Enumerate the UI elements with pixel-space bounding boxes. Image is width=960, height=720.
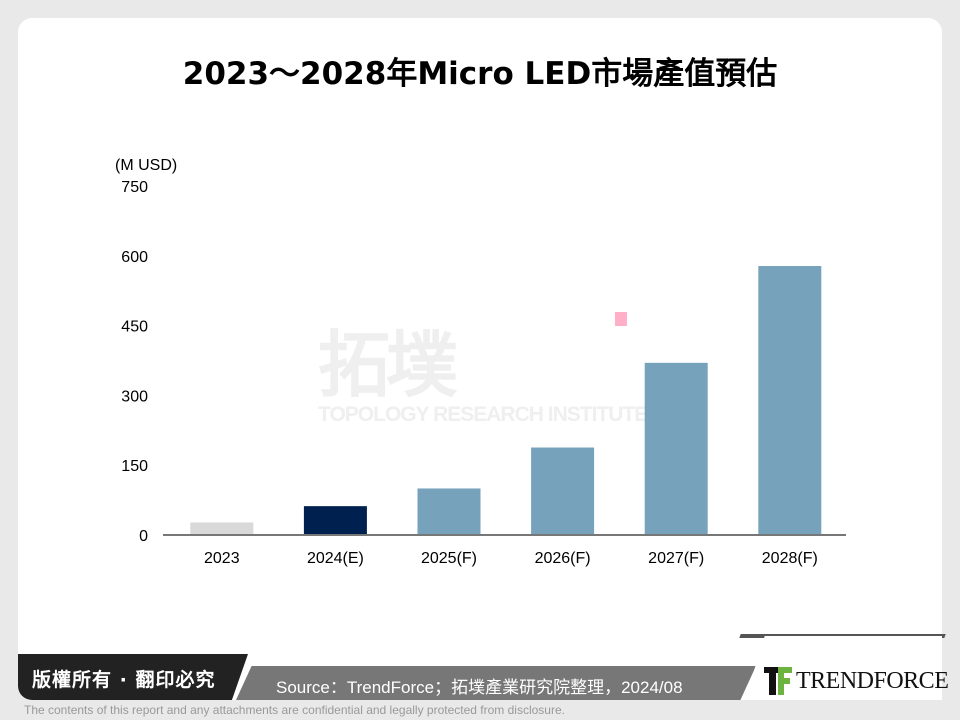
y-tick-label: 750 [121,179,148,196]
x-tick-label: 2027(F) [648,550,704,567]
trendforce-logo-text: TRENDFORCE [796,668,949,694]
bar-2024(E) [303,506,367,535]
y-tick-label: 0 [139,528,148,545]
x-tick-label: 2028(F) [762,550,818,567]
trendforce-logo-icon [764,667,792,695]
source-text: Source：TrendForce；拓墣產業研究院整理，2024/08 [276,678,683,697]
bar-2023 [190,522,254,535]
bar-2027(F) [644,362,708,535]
x-tick-label: 2024(E) [307,550,364,567]
chart-title: 2023～2028年Micro LED市場產值預估 [182,56,778,92]
copyright-text: 版權所有 · 翻印必究 [32,669,216,691]
bar-2026(F) [531,447,595,535]
x-tick-label: 2025(F) [421,550,477,567]
source-banner: Source：TrendForce；拓墣產業研究院整理，2024/08 [236,666,756,700]
disclaimer: The contents of this report and any atta… [24,703,565,717]
x-tick-label: 2023 [204,550,240,567]
x-tick-label: 2026(F) [535,550,591,567]
bar-2028(F) [758,266,822,535]
copyright-banner: 版權所有 · 翻印必究 [18,654,248,700]
bar-chart: (M USD) 0 150 300 450 600 750 2023 2024(E) 2025… [115,157,846,567]
y-axis-unit: (M USD) [115,157,177,174]
y-tick-label: 600 [121,249,148,266]
y-tick-label: 300 [121,388,148,405]
bar-2025(F) [417,488,481,535]
y-tick-label: 450 [121,319,148,336]
y-tick-label: 150 [121,458,148,475]
